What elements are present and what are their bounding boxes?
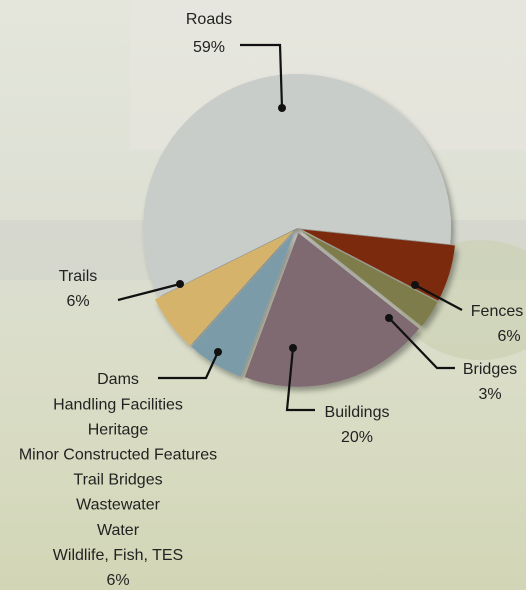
leader-dot bbox=[278, 104, 286, 112]
value-label: 20% bbox=[341, 429, 373, 446]
leader-line bbox=[388, 317, 455, 370]
labels: Roads 59% Fences 6% Bridges 3% Buildings 20% Dam… bbox=[19, 11, 523, 589]
pie-slice bbox=[244, 232, 420, 387]
leader-line bbox=[285, 347, 315, 412]
category-label: Bridges bbox=[463, 361, 517, 378]
value-label: 6% bbox=[66, 293, 89, 310]
pie-slice bbox=[301, 230, 438, 327]
leader-line bbox=[117, 282, 181, 302]
leader-dot bbox=[176, 280, 184, 288]
category-label: Dams bbox=[97, 371, 139, 388]
pie-slice bbox=[191, 232, 295, 377]
value-label: 3% bbox=[478, 386, 501, 403]
category-label: Roads bbox=[186, 11, 232, 28]
pie bbox=[143, 73, 455, 387]
category-label: Trails bbox=[59, 268, 98, 285]
category-label: Handling Facilities bbox=[53, 396, 183, 413]
leader-line bbox=[268, 43, 284, 109]
value-label: 6% bbox=[106, 572, 129, 589]
value-label: 59% bbox=[193, 39, 225, 56]
category-label: Wildlife, Fish, TES bbox=[53, 547, 183, 564]
pie-slice bbox=[155, 231, 294, 346]
category-label: Heritage bbox=[88, 421, 149, 438]
pie-slice bbox=[143, 73, 452, 297]
leader-dot bbox=[289, 344, 297, 352]
category-label: Minor Constructed Features bbox=[19, 447, 217, 464]
category-label: Water bbox=[97, 522, 140, 539]
value-label: 6% bbox=[497, 328, 520, 345]
leader-line bbox=[158, 351, 219, 380]
category-label: Wastewater bbox=[76, 497, 161, 514]
leader-dot bbox=[214, 348, 222, 356]
leader-dot bbox=[411, 281, 419, 289]
category-label: Trail Bridges bbox=[73, 472, 162, 489]
leader-line bbox=[414, 284, 463, 311]
leader-dot bbox=[385, 314, 393, 322]
category-label: Buildings bbox=[325, 404, 390, 421]
category-label: Fences bbox=[471, 303, 523, 320]
